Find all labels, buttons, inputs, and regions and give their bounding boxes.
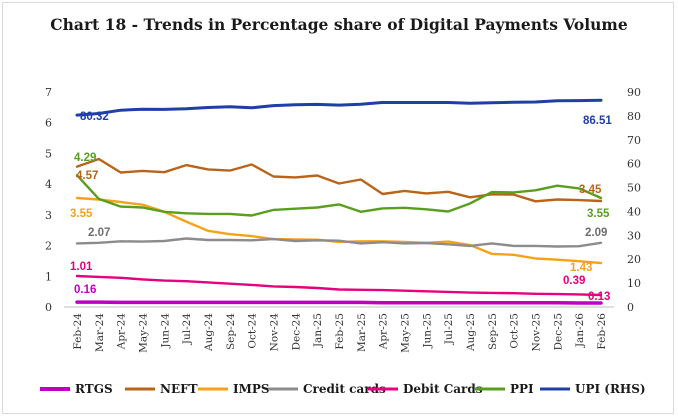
data-label: 3.55	[70, 208, 93, 220]
x-tick-label: Nov-24	[269, 313, 281, 352]
data-label: 4.29	[74, 152, 96, 164]
data-label: 1.43	[570, 262, 592, 274]
data-label: 0.16	[74, 284, 96, 296]
x-tick-label: Feb-26	[596, 313, 608, 350]
data-label: 3.45	[579, 184, 602, 196]
series-line-ppi	[75, 173, 603, 217]
y-left-tick-label: 5	[45, 147, 52, 160]
data-label: 4.57	[76, 170, 98, 182]
x-tick-label: Jun-24	[159, 313, 171, 349]
x-tick-label: Aug-25	[465, 313, 477, 352]
x-tick-label: Mar-25	[356, 313, 368, 352]
legend-label: PPI	[510, 382, 534, 396]
chart-title: Chart 18 - Trends in Percentage share of…	[50, 15, 628, 34]
y-right-tick-label: 90	[627, 86, 641, 99]
x-tick-label: Nov-25	[531, 313, 543, 351]
x-tick-label: Dec-25	[552, 313, 564, 350]
x-tick-label: Oct-24	[247, 313, 259, 349]
y-right-tick-label: 80	[627, 110, 641, 123]
y-right-tick-label: 10	[627, 277, 641, 290]
series-line-debit-cards	[75, 274, 603, 297]
series-line-neft	[75, 157, 603, 203]
legend-label: UPI (RHS)	[575, 382, 646, 396]
y-left-tick-label: 4	[45, 178, 52, 191]
x-tick-label: Feb-24	[72, 313, 84, 350]
x-tick-label: Jan-26	[574, 313, 586, 348]
data-label: 0.13	[588, 291, 610, 303]
x-tick-label: Sep-25	[487, 313, 499, 350]
data-label: 86.51	[583, 115, 612, 127]
y-right-tick-label: 60	[627, 158, 641, 171]
x-tick-label: Dec-24	[290, 313, 302, 351]
data-labels: 80.32 86.51 4.29 4.57 3.45 3.55 3.55 2.07 2.09 1.…	[70, 111, 612, 303]
legend-label: RTGS	[75, 382, 113, 396]
x-tick-label: Apr-25	[378, 313, 390, 350]
y-left-tick-label: 7	[45, 86, 52, 99]
legend: RTGS NEFT IMPS Credit cards Debit Cards PPI UP…	[40, 382, 646, 396]
legend-label: NEFT	[160, 382, 198, 396]
y-right-tick-label: 70	[627, 134, 641, 147]
x-tick-label: Jul-25	[443, 313, 455, 345]
x-tick-label: Mar-24	[94, 313, 106, 352]
x-tick-label: Aug-24	[203, 313, 215, 352]
y-right-tick-label: 0	[627, 301, 634, 314]
data-label: 3.55	[587, 208, 610, 220]
x-tick-label: Oct-25	[509, 313, 521, 349]
y-left-tick-label: 1	[45, 270, 52, 283]
data-label: 1.01	[70, 261, 93, 273]
legend-label: Debit Cards	[403, 382, 483, 396]
data-label: 2.07	[88, 227, 110, 239]
series-lines	[75, 98, 603, 305]
data-label: 80.32	[80, 111, 109, 123]
x-tick-label: May-25	[400, 313, 412, 353]
x-tick-label: Apr-24	[116, 313, 128, 351]
data-label: 2.09	[585, 227, 607, 239]
series-line-rtgs	[75, 300, 603, 305]
x-tick-label: Feb-25	[334, 313, 346, 350]
x-tick-label: Jan-25	[312, 313, 324, 348]
data-label: 0.39	[563, 275, 585, 287]
y-left-tick-label: 6	[45, 117, 52, 130]
y-right-tick-label: 40	[627, 205, 641, 218]
y-right-tick-label: 50	[627, 182, 641, 195]
y-left-tick-label: 2	[45, 240, 52, 253]
legend-label: IMPS	[233, 382, 270, 396]
chart-frame	[2, 2, 674, 414]
series-line-upi-rhs	[75, 98, 603, 117]
x-tick-label: May-24	[138, 313, 150, 353]
series-line-imps	[75, 196, 603, 265]
y-right-tick-label: 30	[627, 229, 641, 242]
series-line-credit-cards	[75, 237, 603, 248]
legend-label: Credit cards	[303, 382, 386, 396]
y-left-tick-label: 3	[45, 209, 52, 222]
y-right-tick-label: 20	[627, 253, 641, 266]
x-tick-label: Jun-25	[421, 313, 433, 349]
x-tick-label: Sep-24	[225, 313, 237, 350]
y-left-tick-label: 0	[45, 301, 52, 314]
x-tick-label: Jul-24	[181, 313, 193, 346]
